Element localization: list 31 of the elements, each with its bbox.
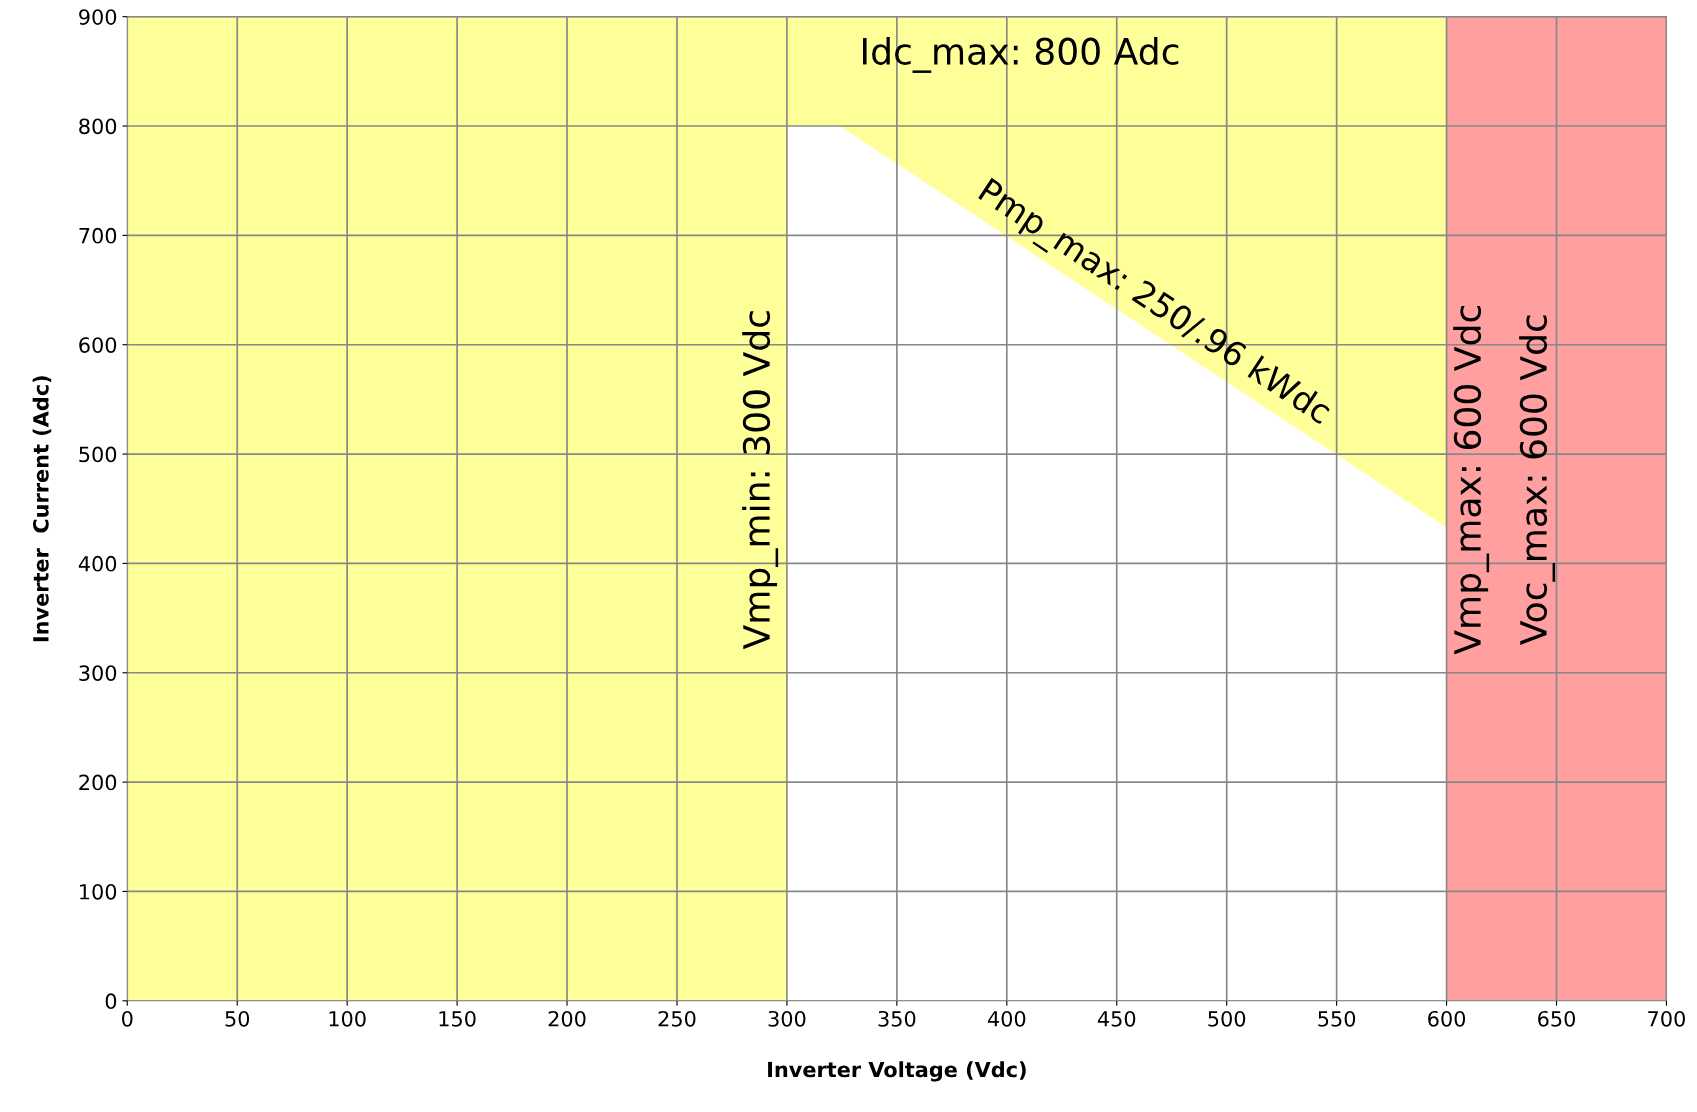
y-tick-label: 800 [79, 118, 117, 135]
y-tick-label: 600 [79, 337, 117, 353]
x-tick-label: 650 [1538, 1010, 1576, 1027]
x-tick-label: 100 [329, 1010, 366, 1027]
y-tick-label: 900 [79, 9, 117, 25]
y-axis-title: Inverter Current (Adc) [32, 376, 52, 642]
x-axis-title: Inverter Voltage (Vdc) [768, 1061, 1026, 1082]
x-tick-label: 0 [122, 1010, 133, 1027]
band-label: Idc_max: 800 Adc [863, 36, 1179, 73]
annotation: Voc_max: 600 Vdc [1519, 315, 1556, 645]
y-tick-label: 300 [79, 665, 117, 681]
x-tick-label: 50 [225, 1010, 250, 1027]
y-tick-label: 100 [80, 883, 117, 900]
x-tick-label: 500 [1208, 1010, 1246, 1027]
y-tick-label: 500 [79, 446, 117, 463]
y-tick-label: 200 [79, 774, 117, 791]
x-tick-label: 450 [1097, 1010, 1136, 1027]
x-tick-label: 400 [987, 1010, 1026, 1027]
y-tick-label: 700 [79, 227, 117, 244]
x-tick-label: 200 [548, 1010, 586, 1027]
y-tick-label: 0 [105, 993, 117, 1010]
x-tick-label: 600 [1428, 1010, 1466, 1027]
band-label: Vmp_min: 300 Vdc [742, 311, 779, 650]
y-tick-label: 400 [78, 555, 117, 572]
x-tick-label: 550 [1318, 1010, 1356, 1027]
band-label: Vmp_max: 600 Vdc [1453, 305, 1490, 655]
x-tick-label: 700 [1648, 1010, 1685, 1027]
x-tick-label: 300 [768, 1010, 806, 1027]
x-tick-label: 350 [878, 1010, 916, 1027]
x-tick-label: 150 [439, 1010, 476, 1027]
x-tick-label: 250 [658, 1010, 696, 1027]
